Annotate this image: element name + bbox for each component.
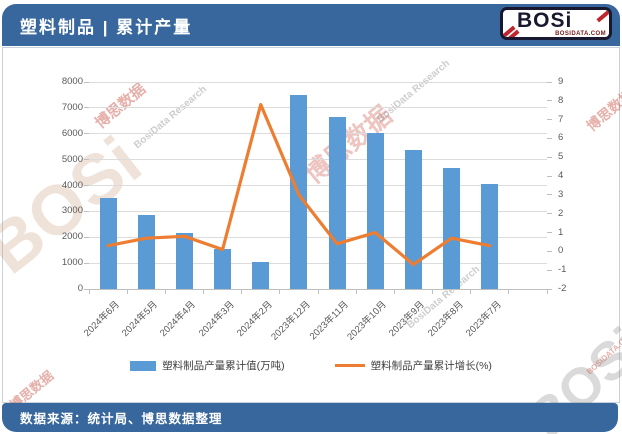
right-axis-label: 9: [558, 76, 564, 87]
x-axis-label: 2024年6月: [82, 299, 122, 340]
x-axis-label: 2023年11月: [307, 299, 351, 343]
right-axis-tick: [547, 288, 552, 290]
left-axis-label: 5000: [61, 153, 83, 165]
left-axis-label: 4000: [61, 179, 83, 191]
right-axis-label: 5: [558, 151, 564, 163]
left-axis-tick: [84, 210, 89, 212]
line-series-swatch: [334, 364, 365, 367]
legend-label-line: 塑料制品产量累计增长(%): [370, 360, 492, 372]
bar: [214, 249, 232, 289]
gridline: [89, 107, 547, 109]
bar: [366, 132, 384, 289]
gridline: [89, 236, 547, 238]
bar: [175, 232, 193, 289]
page-title: 塑料制品 | 累计产量: [20, 17, 193, 37]
bar: [481, 183, 499, 289]
legend-item-line: 塑料制品产量累计增长(%): [334, 358, 492, 373]
left-axis-label: 7000: [61, 101, 83, 113]
right-axis-tick: [547, 213, 552, 215]
logo-domain: BOSIDATA.COM: [555, 31, 606, 37]
x-axis-tick: [508, 289, 510, 294]
right-axis-label: -1: [558, 264, 567, 276]
gridline: [89, 210, 547, 212]
left-axis-tick: [84, 262, 89, 264]
gridline: [89, 159, 547, 161]
left-axis-label: 8000: [61, 76, 83, 87]
x-axis-label: 2023年9月: [387, 299, 428, 340]
bar: [99, 197, 117, 289]
x-axis-tick: [279, 289, 281, 294]
bar: [137, 214, 155, 289]
right-axis-label: 1: [558, 226, 564, 238]
left-axis-tick: [84, 81, 89, 83]
x-axis-label: 2023年12月: [269, 299, 313, 343]
x-axis-label: 2024年3月: [196, 299, 237, 340]
gridline: [89, 133, 547, 135]
left-axis-label: 6000: [61, 127, 83, 139]
right-axis-tick: [547, 194, 552, 196]
x-axis-label: 2023年8月: [425, 299, 466, 340]
right-axis-tick: [547, 119, 552, 121]
x-axis-tick: [355, 289, 357, 294]
x-axis-label: 2024年4月: [158, 299, 199, 340]
right-axis-tick: [547, 269, 552, 271]
x-axis-tick: [432, 289, 433, 294]
data-source: 数据来源：统计局、博思数据整理: [20, 412, 223, 426]
x-axis-tick: [126, 289, 128, 294]
right-axis-label: -2: [558, 283, 567, 294]
bar: [443, 168, 461, 289]
x-axis-label: 2023年7月: [463, 299, 504, 340]
x-axis-label: 2024年5月: [120, 299, 161, 340]
left-axis-label: 2000: [61, 231, 83, 243]
x-axis-tick: [470, 289, 472, 294]
left-axis-label: 0: [77, 283, 83, 294]
right-axis-tick: [547, 137, 552, 139]
right-axis-label: 4: [558, 170, 564, 182]
right-axis-tick: [547, 175, 552, 177]
x-axis-tick: [393, 289, 395, 294]
legend-label-bars: 塑料制品产量累计值(万吨): [162, 360, 285, 372]
left-axis-tick: [84, 107, 89, 109]
logo-text: BOSi: [517, 9, 573, 32]
left-axis-tick: [84, 159, 89, 161]
right-axis-label: 2: [558, 207, 564, 219]
x-axis-tick: [203, 289, 204, 294]
x-axis-label: 2023年10月: [345, 299, 390, 343]
right-axis-label: 0: [558, 245, 564, 257]
x-axis-tick: [546, 289, 548, 294]
left-axis-label: 1000: [61, 257, 83, 269]
right-axis-label: 7: [558, 113, 564, 125]
bar: [252, 261, 270, 289]
right-axis-label: 3: [558, 188, 564, 200]
x-axis-tick: [317, 289, 319, 294]
left-axis-tick: [84, 133, 89, 135]
gridline: [89, 262, 547, 264]
footer-bar: 数据来源：统计局、博思数据整理: [2, 403, 618, 432]
legend-item-bars: 塑料制品产量累计值(万吨): [130, 358, 285, 373]
right-axis-tick: [547, 250, 552, 252]
x-axis-tick: [88, 289, 90, 294]
right-axis-tick: [547, 156, 552, 158]
right-axis-label: 8: [558, 94, 564, 106]
bosi-logo: BOSi BOSIDATA.COM: [500, 7, 612, 40]
chart-legend: 塑料制品产量累计值(万吨) 塑料制品产量累计增长(%): [0, 358, 622, 373]
bar: [328, 117, 346, 289]
left-axis-tick: [84, 288, 89, 290]
bar: [290, 95, 308, 289]
left-axis-label: 3000: [61, 205, 83, 217]
right-axis-tick: [547, 100, 552, 102]
left-axis-tick: [84, 236, 89, 238]
bar-series-swatch: [130, 360, 157, 371]
x-axis-tick: [241, 289, 243, 294]
right-axis-label: 6: [558, 132, 564, 144]
bar: [404, 149, 422, 289]
gridline: [89, 185, 547, 186]
left-axis-tick: [84, 185, 89, 186]
x-axis-tick: [164, 289, 166, 294]
gridline: [89, 81, 547, 83]
right-axis-tick: [547, 232, 552, 234]
right-axis-tick: [547, 81, 552, 83]
